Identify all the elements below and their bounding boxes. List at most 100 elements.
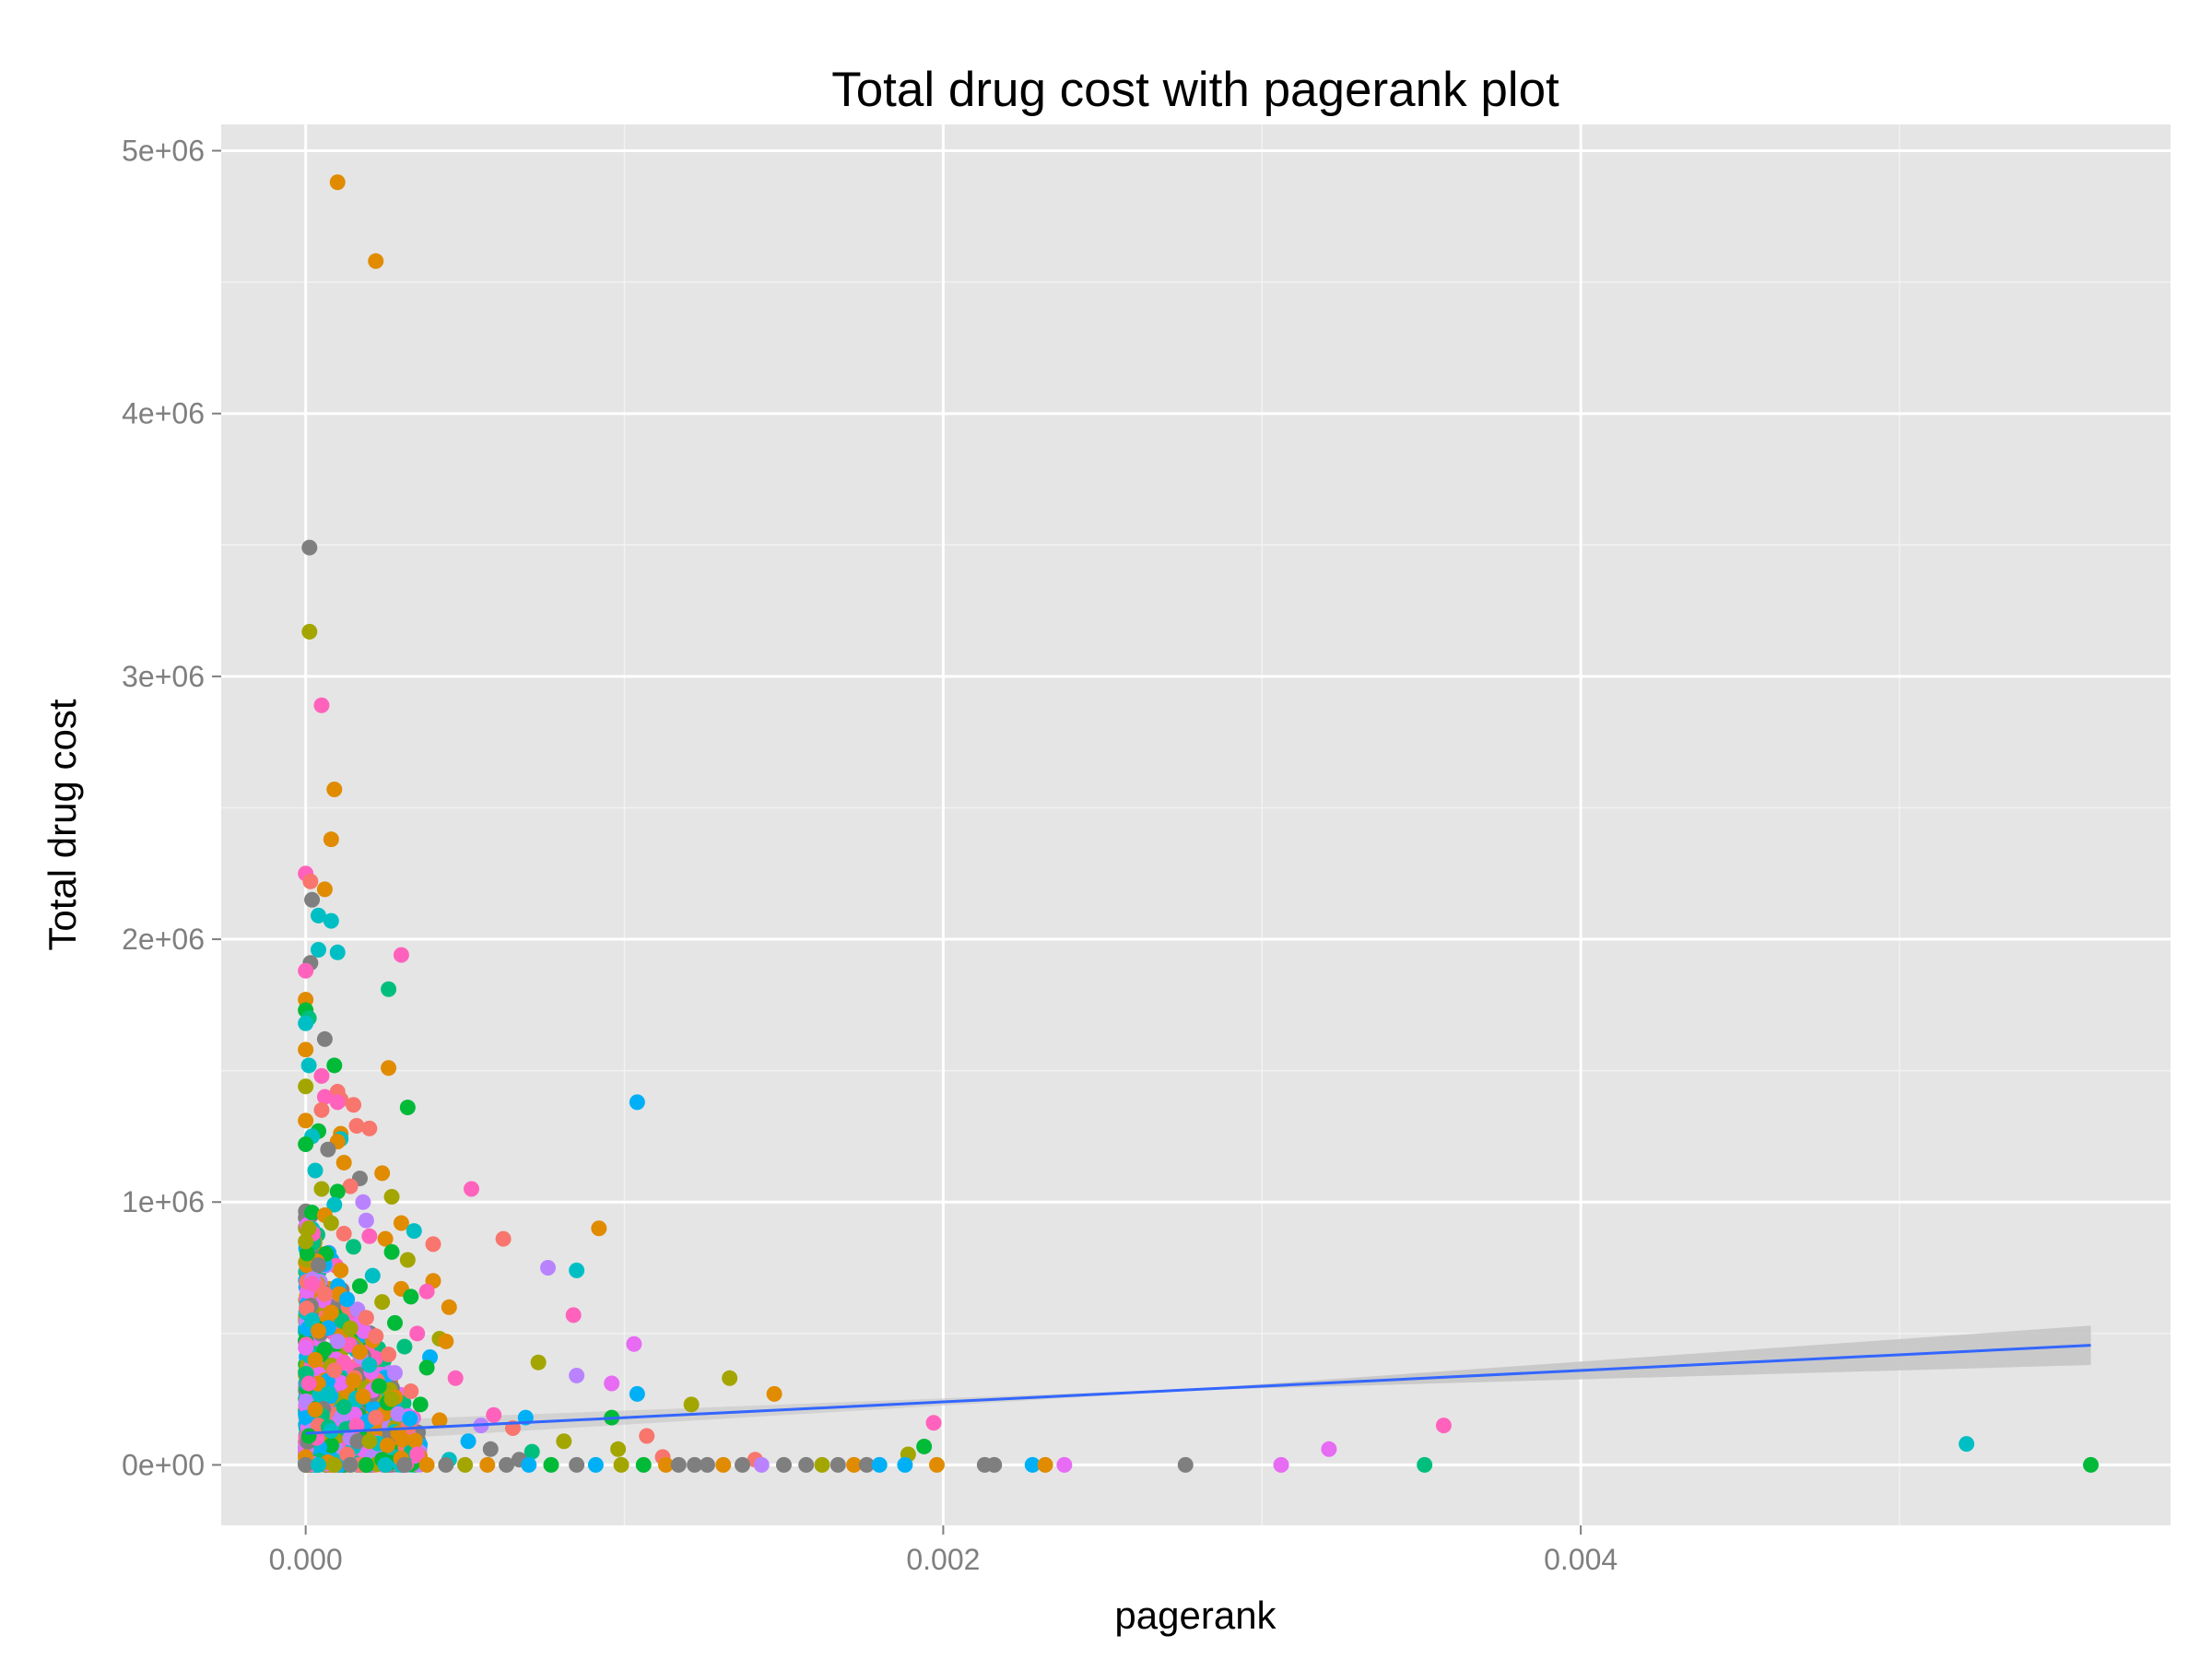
data-point xyxy=(386,1314,403,1331)
data-point xyxy=(304,1205,321,1221)
data-point xyxy=(349,1433,366,1450)
data-point xyxy=(361,1228,378,1244)
data-point xyxy=(524,1443,540,1460)
data-point xyxy=(565,1307,582,1324)
data-point xyxy=(298,1339,314,1356)
data-point xyxy=(418,1283,435,1300)
data-point xyxy=(310,907,326,924)
data-point xyxy=(635,1456,652,1473)
data-point xyxy=(358,1310,374,1326)
data-point xyxy=(402,1410,418,1427)
data-point xyxy=(399,1252,416,1268)
data-point xyxy=(399,1100,416,1116)
data-point xyxy=(333,1374,349,1391)
data-point xyxy=(383,1243,400,1260)
data-point xyxy=(775,1456,792,1473)
data-point xyxy=(298,1015,314,1031)
data-point xyxy=(323,831,339,848)
data-point xyxy=(316,1341,333,1358)
data-point xyxy=(361,1120,378,1136)
data-point xyxy=(556,1433,572,1450)
y-axis-title: Total drug cost xyxy=(41,699,84,950)
data-point xyxy=(358,1456,374,1473)
data-point xyxy=(409,1325,426,1342)
major-grid xyxy=(221,124,2171,1525)
data-point xyxy=(355,1388,371,1405)
data-point xyxy=(540,1260,557,1277)
data-point xyxy=(418,1359,435,1376)
data-point xyxy=(734,1456,750,1473)
data-point xyxy=(670,1456,687,1473)
data-point xyxy=(316,1088,333,1105)
data-point xyxy=(1417,1456,1433,1473)
data-point xyxy=(307,1402,324,1418)
data-point xyxy=(310,1456,326,1473)
x-tick-label: 0.002 xyxy=(906,1543,980,1576)
data-point xyxy=(814,1456,830,1473)
data-point xyxy=(320,1385,336,1402)
y-tick-label: 2e+06 xyxy=(122,923,205,956)
data-point xyxy=(326,782,343,798)
data-point xyxy=(298,1112,314,1129)
data-point xyxy=(348,1118,365,1135)
y-tick-label: 3e+06 xyxy=(122,660,205,693)
data-point xyxy=(324,1437,340,1453)
data-point xyxy=(371,1378,387,1394)
data-point xyxy=(300,1375,317,1392)
data-point xyxy=(333,1262,349,1278)
data-point xyxy=(304,1276,321,1292)
data-point xyxy=(1024,1456,1041,1473)
data-point xyxy=(613,1456,629,1473)
data-point xyxy=(604,1375,620,1392)
y-tick-label: 4e+06 xyxy=(122,397,205,430)
data-point xyxy=(323,1304,339,1321)
data-point xyxy=(316,1286,333,1302)
data-point xyxy=(351,1344,368,1360)
data-point xyxy=(307,1162,324,1179)
data-point xyxy=(479,1456,496,1473)
data-point xyxy=(441,1299,457,1315)
data-point xyxy=(326,1057,343,1074)
data-point xyxy=(377,1456,394,1473)
data-point xyxy=(326,1196,343,1213)
data-point xyxy=(346,1097,362,1113)
data-point xyxy=(298,1041,314,1058)
data-point xyxy=(329,1094,346,1111)
data-point xyxy=(316,881,333,898)
data-point xyxy=(381,1060,397,1077)
data-point xyxy=(364,1267,381,1284)
data-point xyxy=(320,1141,336,1158)
data-point xyxy=(1177,1456,1194,1473)
data-point xyxy=(438,1333,454,1349)
data-point xyxy=(858,1456,875,1473)
data-point xyxy=(356,1323,372,1339)
data-point xyxy=(393,947,409,963)
data-point xyxy=(329,174,346,191)
data-point xyxy=(313,1181,330,1197)
data-point xyxy=(406,1432,423,1449)
y-tick-label: 5e+06 xyxy=(122,135,205,168)
data-point xyxy=(438,1456,454,1473)
data-point xyxy=(626,1335,642,1352)
data-point xyxy=(871,1456,888,1473)
data-point xyxy=(897,1456,913,1473)
data-point xyxy=(298,962,314,979)
confidence-ribbon-left xyxy=(305,1388,1199,1444)
data-point xyxy=(766,1385,782,1402)
data-point xyxy=(639,1428,655,1444)
data-point xyxy=(403,1383,419,1400)
data-point xyxy=(569,1367,585,1383)
data-point xyxy=(302,873,319,889)
data-point xyxy=(383,1391,400,1407)
data-point xyxy=(1273,1456,1289,1473)
data-point xyxy=(722,1370,738,1386)
data-point xyxy=(300,1057,317,1074)
data-point xyxy=(301,539,318,556)
data-point xyxy=(313,1067,330,1084)
confidence-ribbon xyxy=(1198,1325,2091,1391)
data-point xyxy=(310,941,326,958)
data-point xyxy=(323,1215,339,1231)
plot-panel xyxy=(221,124,2171,1525)
data-point xyxy=(298,1456,314,1473)
data-point xyxy=(543,1456,559,1473)
